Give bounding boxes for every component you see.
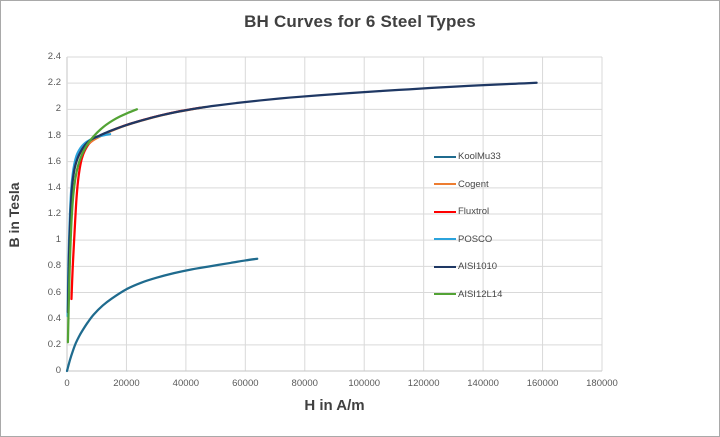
legend-item-aisi1010: AISI1010 xyxy=(434,253,544,281)
legend: KoolMu33 Cogent Fluxtrol POSCO AISI1010 AISI1… xyxy=(434,143,544,308)
legend-line-marker xyxy=(434,293,456,296)
x-tick-label: 80000 xyxy=(291,378,318,389)
legend-line-marker xyxy=(434,183,456,186)
y-tick-label: 2 xyxy=(55,103,61,115)
legend-item-label: Cogent xyxy=(458,178,489,190)
x-tick-label: 20000 xyxy=(113,378,140,389)
x-axis-title: H in A/m xyxy=(304,397,365,414)
legend-item-label: AISI12L14 xyxy=(458,288,503,300)
x-tick-label: 40000 xyxy=(172,378,200,389)
x-tick-label: 120000 xyxy=(407,378,440,389)
y-tick-label: 0.4 xyxy=(47,312,61,324)
x-tick-label: 180000 xyxy=(586,378,618,389)
x-tick-label: 0 xyxy=(64,378,70,389)
y-tick-label: 1.8 xyxy=(47,129,61,141)
legend-item-koolmu33: KoolMu33 xyxy=(434,143,544,171)
series-line-aisi12l14 xyxy=(66,108,138,344)
x-tick-label: 60000 xyxy=(232,378,259,389)
y-tick-label: 1 xyxy=(55,234,61,246)
legend-item-aisi12l14: AISI12L14 xyxy=(434,281,544,309)
series-line-koolmu33 xyxy=(65,257,259,373)
legend-line-marker xyxy=(434,238,456,241)
x-tick-label: 100000 xyxy=(348,378,381,389)
y-tick-label: 2.2 xyxy=(47,77,61,89)
y-tick-label: 1.6 xyxy=(47,155,61,167)
legend-line-marker xyxy=(434,210,456,213)
legend-item-cogent: Cogent xyxy=(434,171,544,199)
y-tick-label: 0 xyxy=(55,365,61,376)
legend-item-label: AISI1010 xyxy=(458,261,498,273)
y-tick-label: 2.4 xyxy=(47,51,61,62)
y-tick-label: 1.2 xyxy=(47,208,61,219)
legend-line-marker xyxy=(434,265,456,268)
x-tick-label: 160000 xyxy=(526,378,559,389)
legend-item-posco: POSCO xyxy=(434,226,544,254)
legend-item-label: Fluxtrol xyxy=(458,206,490,218)
chart-title: BH Curves for 6 Steel Types xyxy=(244,12,476,31)
series-line-aisi1010 xyxy=(66,81,538,314)
legend-item-label: KoolMu33 xyxy=(458,151,501,163)
legend-line-marker xyxy=(434,155,456,158)
y-tick-label: 1.4 xyxy=(47,181,61,193)
legend-item-fluxtrol: Fluxtrol xyxy=(434,198,544,226)
x-tick-label: 140000 xyxy=(467,378,499,389)
y-tick-label: 0.6 xyxy=(47,286,61,298)
legend-item-label: POSCO xyxy=(458,233,493,245)
y-tick-label: 0.2 xyxy=(47,338,61,350)
y-tick-label: 0.8 xyxy=(47,260,61,272)
